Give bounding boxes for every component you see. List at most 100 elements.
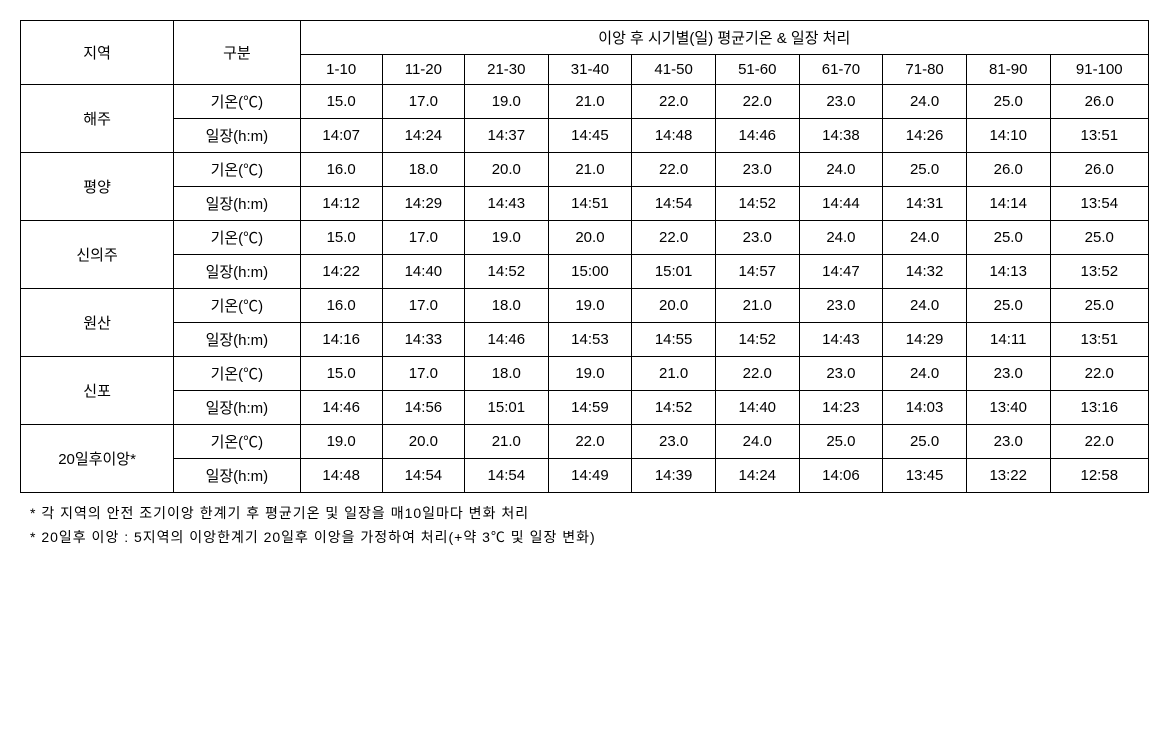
temp-cell: 19.0 [548,289,632,323]
temp-cell: 22.0 [632,221,716,255]
daylength-cell: 14:51 [548,187,632,221]
daylength-cell: 14:57 [715,255,799,289]
daylength-cell: 13:45 [883,459,967,493]
daylength-cell: 14:43 [464,187,548,221]
daylength-cell: 14:46 [464,323,548,357]
daylength-cell: 13:52 [1050,255,1148,289]
temp-cell: 15.0 [300,221,382,255]
temp-cell: 18.0 [464,357,548,391]
daylength-cell: 14:54 [464,459,548,493]
temp-cell: 24.0 [799,153,883,187]
category-cell-daylength: 일장(h:m) [174,119,300,153]
temp-cell: 19.0 [464,221,548,255]
daylength-cell: 14:55 [632,323,716,357]
footnote-line: * 20일후 이앙 : 5지역의 이앙한계기 20일후 이앙을 가정하여 처리(… [30,527,1149,547]
period-header: 41-50 [632,55,716,85]
daylength-cell: 14:32 [883,255,967,289]
period-header: 31-40 [548,55,632,85]
daylength-cell: 14:39 [632,459,716,493]
daylength-cell: 14:16 [300,323,382,357]
daylength-cell: 14:06 [799,459,883,493]
temp-cell: 20.0 [548,221,632,255]
temp-cell: 22.0 [632,153,716,187]
temp-cell: 16.0 [300,289,382,323]
temp-cell: 16.0 [300,153,382,187]
temp-cell: 23.0 [966,425,1050,459]
temp-cell: 25.0 [966,289,1050,323]
temp-cell: 21.0 [464,425,548,459]
temp-cell: 24.0 [883,357,967,391]
region-cell: 평양 [21,153,174,221]
daylength-cell: 14:38 [799,119,883,153]
temp-cell: 21.0 [548,153,632,187]
daylength-cell: 14:11 [966,323,1050,357]
daylength-cell: 14:54 [382,459,464,493]
temp-cell: 15.0 [300,85,382,119]
daylength-cell: 14:10 [966,119,1050,153]
category-cell-daylength: 일장(h:m) [174,391,300,425]
daylength-cell: 14:03 [883,391,967,425]
temp-cell: 25.0 [1050,289,1148,323]
period-header: 21-30 [464,55,548,85]
temp-cell: 25.0 [966,85,1050,119]
daylength-cell: 14:22 [300,255,382,289]
daylength-cell: 14:14 [966,187,1050,221]
daylength-cell: 14:37 [464,119,548,153]
daylength-cell: 14:47 [799,255,883,289]
daylength-cell: 14:24 [382,119,464,153]
temp-cell: 17.0 [382,221,464,255]
daylength-cell: 14:33 [382,323,464,357]
daylength-cell: 13:54 [1050,187,1148,221]
temp-cell: 22.0 [715,85,799,119]
temp-cell: 25.0 [1050,221,1148,255]
temp-cell: 23.0 [966,357,1050,391]
temp-cell: 20.0 [382,425,464,459]
daylength-cell: 14:46 [715,119,799,153]
daylength-cell: 14:44 [799,187,883,221]
daylength-cell: 14:56 [382,391,464,425]
daylength-cell: 13:16 [1050,391,1148,425]
temp-cell: 23.0 [799,85,883,119]
temp-cell: 17.0 [382,85,464,119]
category-cell-temp: 기온(℃) [174,425,300,459]
daylength-cell: 14:52 [632,391,716,425]
temp-cell: 20.0 [632,289,716,323]
daylength-cell: 14:43 [799,323,883,357]
daylength-cell: 14:52 [464,255,548,289]
category-cell-temp: 기온(℃) [174,85,300,119]
temp-cell: 22.0 [1050,357,1148,391]
category-cell-daylength: 일장(h:m) [174,323,300,357]
daylength-cell: 14:12 [300,187,382,221]
daylength-cell: 15:01 [632,255,716,289]
period-header: 71-80 [883,55,967,85]
temp-cell: 17.0 [382,357,464,391]
daylength-cell: 14:40 [382,255,464,289]
temp-cell: 23.0 [799,289,883,323]
category-cell-daylength: 일장(h:m) [174,459,300,493]
temp-cell: 23.0 [799,357,883,391]
temp-cell: 22.0 [1050,425,1148,459]
temp-cell: 25.0 [883,425,967,459]
temp-cell: 24.0 [715,425,799,459]
daylength-cell: 14:46 [300,391,382,425]
period-header: 1-10 [300,55,382,85]
footnotes-block: * 각 지역의 안전 조기이앙 한계기 후 평균기온 및 일장을 매10일마다 … [20,503,1149,547]
daylength-cell: 14:24 [715,459,799,493]
daylength-cell: 14:23 [799,391,883,425]
category-cell-temp: 기온(℃) [174,221,300,255]
daylength-cell: 14:49 [548,459,632,493]
region-cell: 원산 [21,289,174,357]
daylength-cell: 15:01 [464,391,548,425]
category-cell-daylength: 일장(h:m) [174,255,300,289]
region-cell: 신의주 [21,221,174,289]
category-header: 구분 [174,21,300,85]
daylength-cell: 14:48 [632,119,716,153]
spanning-header: 이앙 후 시기별(일) 평균기온 & 일장 처리 [300,21,1148,55]
temp-cell: 19.0 [464,85,548,119]
temp-cell: 23.0 [715,221,799,255]
temp-cell: 23.0 [632,425,716,459]
daylength-cell: 14:07 [300,119,382,153]
temp-cell: 15.0 [300,357,382,391]
category-cell-temp: 기온(℃) [174,289,300,323]
temp-cell: 25.0 [966,221,1050,255]
